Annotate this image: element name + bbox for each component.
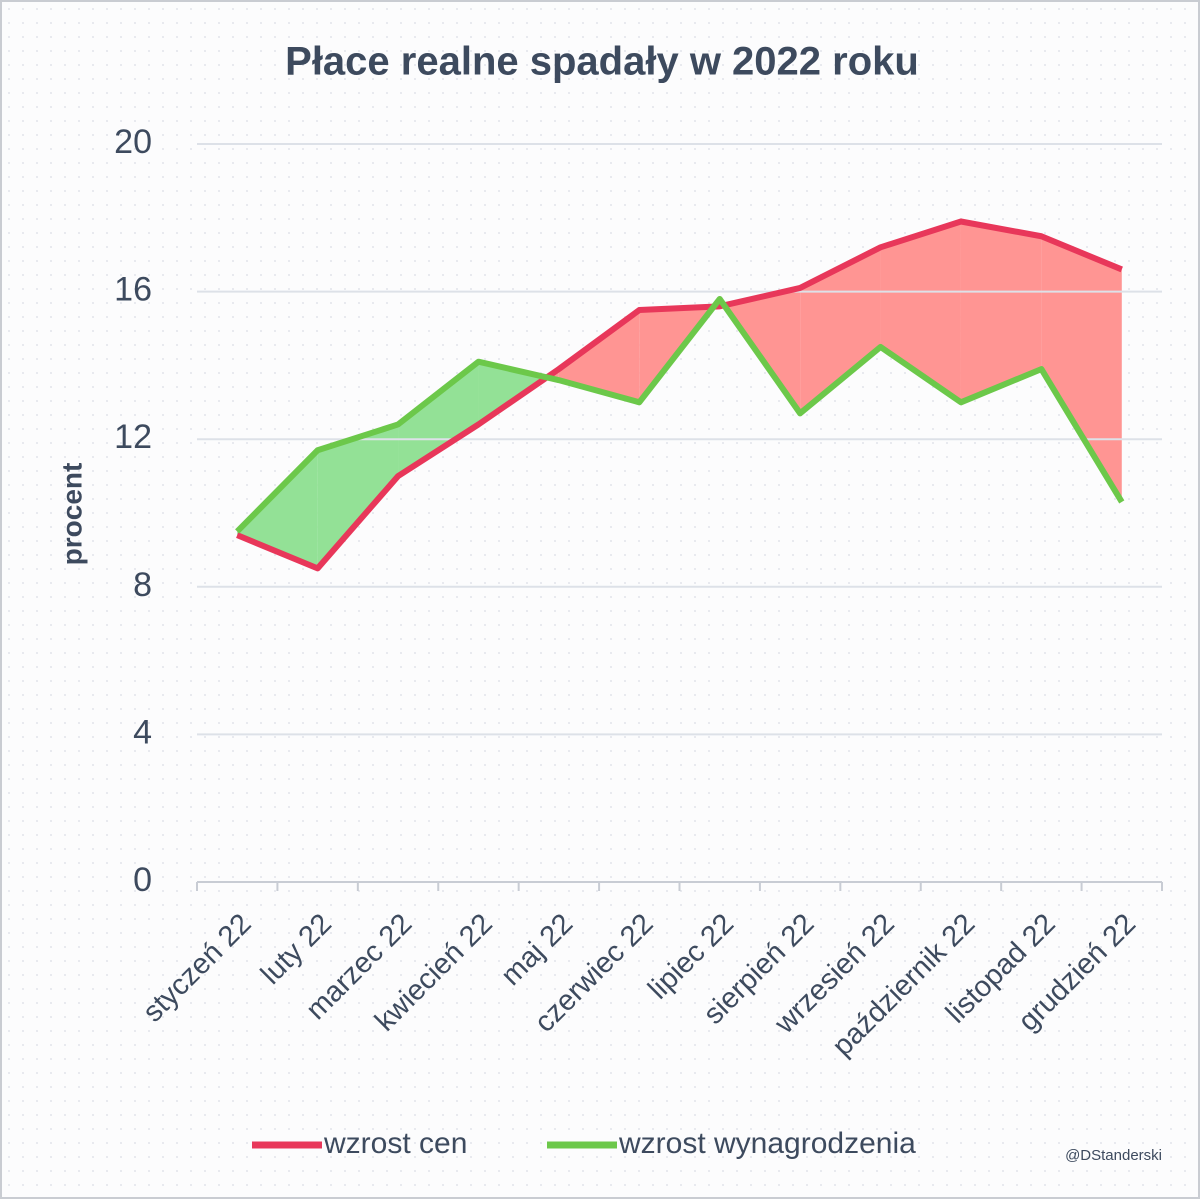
fill-area — [317, 424, 399, 569]
fill-area — [960, 221, 1042, 403]
y-tick-label: 16 — [114, 271, 152, 309]
chart-title: Płace realne spadały w 2022 roku — [285, 40, 919, 84]
line — [235, 295, 1125, 534]
fill-area — [800, 247, 881, 414]
legend-label: wzrost cen — [323, 1127, 467, 1160]
y-tick-label: 0 — [133, 861, 152, 899]
line — [236, 218, 1123, 572]
y-tick-label: 4 — [133, 713, 152, 751]
x-tick-label: styczeń 22 — [137, 908, 258, 1029]
y-tick-label: 20 — [114, 123, 152, 161]
fill-area — [237, 450, 318, 569]
y-tick-label: 12 — [114, 418, 152, 456]
fill-area — [558, 310, 640, 403]
x-tick-label: październik 22 — [826, 908, 981, 1063]
credit: @DStanderski — [1065, 1147, 1162, 1164]
y-tick-label: 8 — [133, 566, 152, 604]
fill-area — [880, 221, 961, 403]
fill-area — [478, 361, 547, 425]
legend-label: wzrost wynagrodzenia — [618, 1127, 916, 1160]
fill-area — [1041, 236, 1122, 502]
fill-area — [398, 361, 479, 477]
y-axis-label: procent — [56, 463, 87, 566]
